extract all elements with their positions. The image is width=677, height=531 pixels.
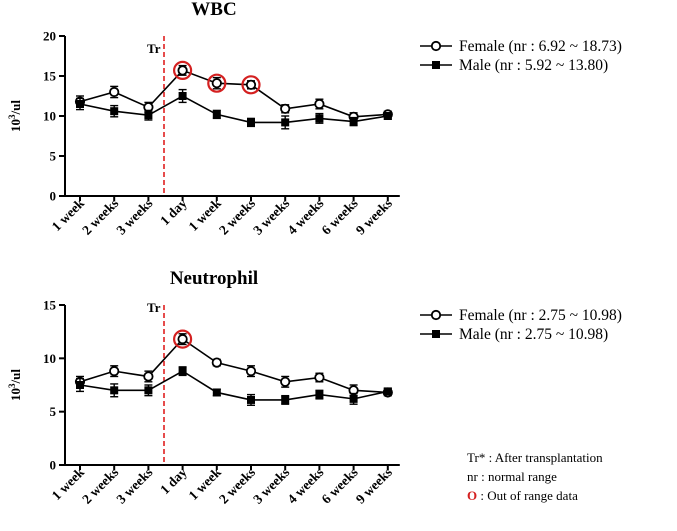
- x-tick-label: 3 weeks: [113, 465, 155, 507]
- legend-marker: [432, 330, 440, 338]
- legend-marker: [430, 40, 442, 52]
- data-point: [314, 372, 325, 383]
- data-point: [281, 395, 290, 404]
- data-point: [314, 98, 325, 110]
- y-tick-label: 5: [50, 149, 57, 164]
- data-point: [144, 386, 153, 395]
- legend-entry: Male (nr : 5.92 ~ 13.80): [420, 57, 608, 74]
- data-point: [247, 118, 255, 127]
- x-tick-label: 4 weeks: [284, 196, 326, 238]
- x-tick-label: 6 weeks: [319, 196, 361, 238]
- data-point: [110, 107, 119, 116]
- note-out-of-range: O : Out of range data: [467, 488, 578, 503]
- data-point: [212, 388, 221, 397]
- y-tick-label: 0: [50, 189, 57, 204]
- x-tick-label: 2 weeks: [79, 196, 121, 238]
- x-tick-label: 2 weeks: [216, 196, 258, 238]
- out-of-range-highlight: [207, 73, 227, 93]
- legend-entry: Male (nr : 2.75 ~ 10.98): [420, 326, 608, 343]
- y-axis-label: 103/ul: [7, 100, 23, 132]
- legend-label: Male (nr : 5.92 ~ 13.80): [459, 57, 608, 74]
- legend-entry: Female (nr : 6.92 ~ 18.73): [420, 38, 622, 55]
- legend-marker: [430, 309, 442, 321]
- y-tick-label: 20: [43, 29, 56, 44]
- legend-label: Female (nr : 2.75 ~ 10.98): [459, 307, 622, 324]
- data-point: [315, 114, 324, 123]
- y-tick-label: 5: [50, 404, 57, 419]
- note-normal-range: nr : normal range: [467, 469, 557, 484]
- x-tick-label: 2 weeks: [216, 465, 258, 507]
- x-tick-label: 3 weeks: [113, 196, 155, 238]
- data-point: [177, 65, 188, 76]
- data-point: [76, 100, 84, 108]
- data-point: [211, 357, 222, 368]
- series-line: [79, 370, 388, 401]
- data-point: [281, 118, 290, 127]
- chart-title: WBC: [191, 0, 236, 20]
- data-point: [349, 394, 358, 403]
- x-tick-label: 9 weeks: [353, 465, 395, 507]
- y-tick-label: 10: [43, 109, 56, 124]
- data-point: [143, 371, 154, 382]
- x-tick-label: 3 weeks: [250, 196, 292, 238]
- series-line: [79, 338, 388, 394]
- y-tick-label: 10: [43, 351, 56, 366]
- legend-label: Female (nr : 6.92 ~ 18.73): [459, 38, 622, 55]
- x-tick-label: 9 weeks: [353, 196, 395, 238]
- data-point: [76, 381, 84, 389]
- data-point: [280, 376, 291, 387]
- y-tick-label: 0: [50, 458, 57, 473]
- series-line: [79, 69, 388, 118]
- legend-marker: [432, 61, 440, 69]
- x-tick-label: 2 weeks: [79, 465, 121, 507]
- series-male: [76, 88, 392, 130]
- data-point: [245, 366, 257, 377]
- data-point: [280, 103, 291, 114]
- x-tick-label: 3 weeks: [250, 465, 292, 507]
- legend-label: Male (nr : 2.75 ~ 10.98): [459, 326, 608, 343]
- transplant-marker-label: Tr: [147, 41, 161, 56]
- x-tick-label: 6 weeks: [319, 465, 361, 507]
- series-female: [74, 329, 393, 398]
- note-transplantation: Tr* : After transplantation: [467, 450, 603, 465]
- out-of-range-highlight: [241, 75, 261, 95]
- data-point: [144, 111, 153, 120]
- x-tick-label: 4 weeks: [284, 465, 326, 507]
- data-point: [383, 387, 392, 396]
- data-point: [315, 390, 324, 399]
- y-tick-label: 15: [43, 298, 57, 313]
- data-point: [349, 117, 358, 126]
- data-point: [212, 110, 221, 119]
- chart-title: Neutrophil: [170, 268, 258, 289]
- notes: Tr* : After transplantation nr : normal r…: [467, 450, 603, 503]
- series-female: [74, 60, 393, 122]
- out-of-range-highlight: [173, 329, 193, 349]
- data-point: [211, 78, 222, 89]
- series-male: [76, 366, 392, 406]
- data-point: [178, 92, 187, 100]
- series-line: [79, 95, 388, 124]
- out-of-range-highlight: [173, 60, 193, 81]
- data-point: [109, 86, 120, 98]
- y-axis-label: 103/ul: [7, 369, 23, 401]
- data-point: [245, 79, 257, 90]
- legend-entry: Female (nr : 2.75 ~ 10.98): [420, 307, 622, 324]
- transplant-marker-label: Tr: [147, 300, 161, 315]
- data-point: [110, 386, 119, 395]
- data-point: [178, 367, 187, 376]
- data-point: [247, 395, 255, 404]
- data-point: [109, 366, 120, 377]
- y-tick-label: 15: [43, 69, 57, 84]
- data-point: [383, 112, 392, 120]
- data-point: [177, 334, 188, 345]
